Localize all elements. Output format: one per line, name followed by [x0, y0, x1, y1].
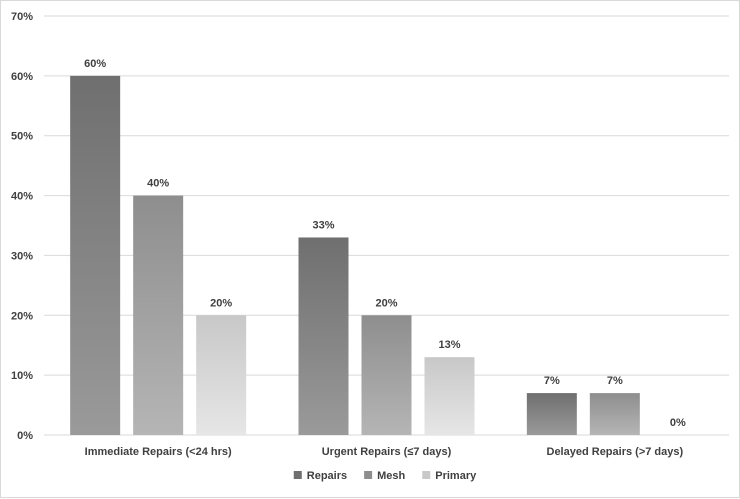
- legend-label: Mesh: [377, 470, 405, 482]
- x-axis-categories: Immediate Repairs (<24 hrs) Urgent Repair…: [85, 446, 684, 458]
- y-tick-label: 30%: [11, 250, 33, 262]
- y-tick-label: 40%: [11, 191, 33, 203]
- y-axis-ticks: 0% 10% 20% 30% 40% 50% 60% 70%: [11, 11, 33, 442]
- y-tick-label: 0%: [17, 430, 33, 442]
- bar-primary: [196, 315, 247, 435]
- legend-swatch-repairs: [293, 471, 302, 479]
- bar-repairs: [70, 75, 121, 435]
- bars: [70, 75, 640, 435]
- bar-repairs: [526, 393, 577, 435]
- category-label: Delayed Repairs (>7 days): [547, 446, 684, 458]
- data-label: 7%: [607, 375, 623, 387]
- bar-mesh: [589, 393, 640, 435]
- data-label: 20%: [375, 297, 397, 309]
- legend-label: Repairs: [307, 470, 347, 482]
- y-tick-label: 60%: [11, 71, 33, 83]
- data-label: 20%: [210, 297, 232, 309]
- legend-swatch-mesh: [364, 471, 373, 479]
- bar-repairs: [298, 237, 349, 435]
- bar-mesh: [361, 315, 412, 435]
- data-label: 0%: [670, 417, 686, 429]
- category-label: Urgent Repairs (≤7 days): [322, 446, 452, 458]
- data-label: 7%: [544, 375, 560, 387]
- data-label: 40%: [147, 178, 169, 190]
- y-tick-label: 70%: [11, 11, 33, 23]
- legend-label: Primary: [435, 470, 477, 482]
- y-tick-label: 10%: [11, 370, 33, 382]
- bar-primary: [424, 357, 475, 435]
- data-label: 60%: [84, 58, 106, 70]
- data-labels: 60% 40% 20% 33% 20% 13% 7% 7% 0%: [84, 58, 686, 429]
- bar-mesh: [133, 195, 184, 435]
- y-tick-label: 50%: [11, 131, 33, 143]
- legend-swatch-primary: [422, 471, 431, 479]
- category-label: Immediate Repairs (<24 hrs): [85, 446, 232, 458]
- data-label: 33%: [312, 219, 334, 231]
- data-label: 13%: [438, 339, 460, 351]
- legend: Repairs Mesh Primary: [293, 470, 477, 482]
- y-tick-label: 20%: [11, 310, 33, 322]
